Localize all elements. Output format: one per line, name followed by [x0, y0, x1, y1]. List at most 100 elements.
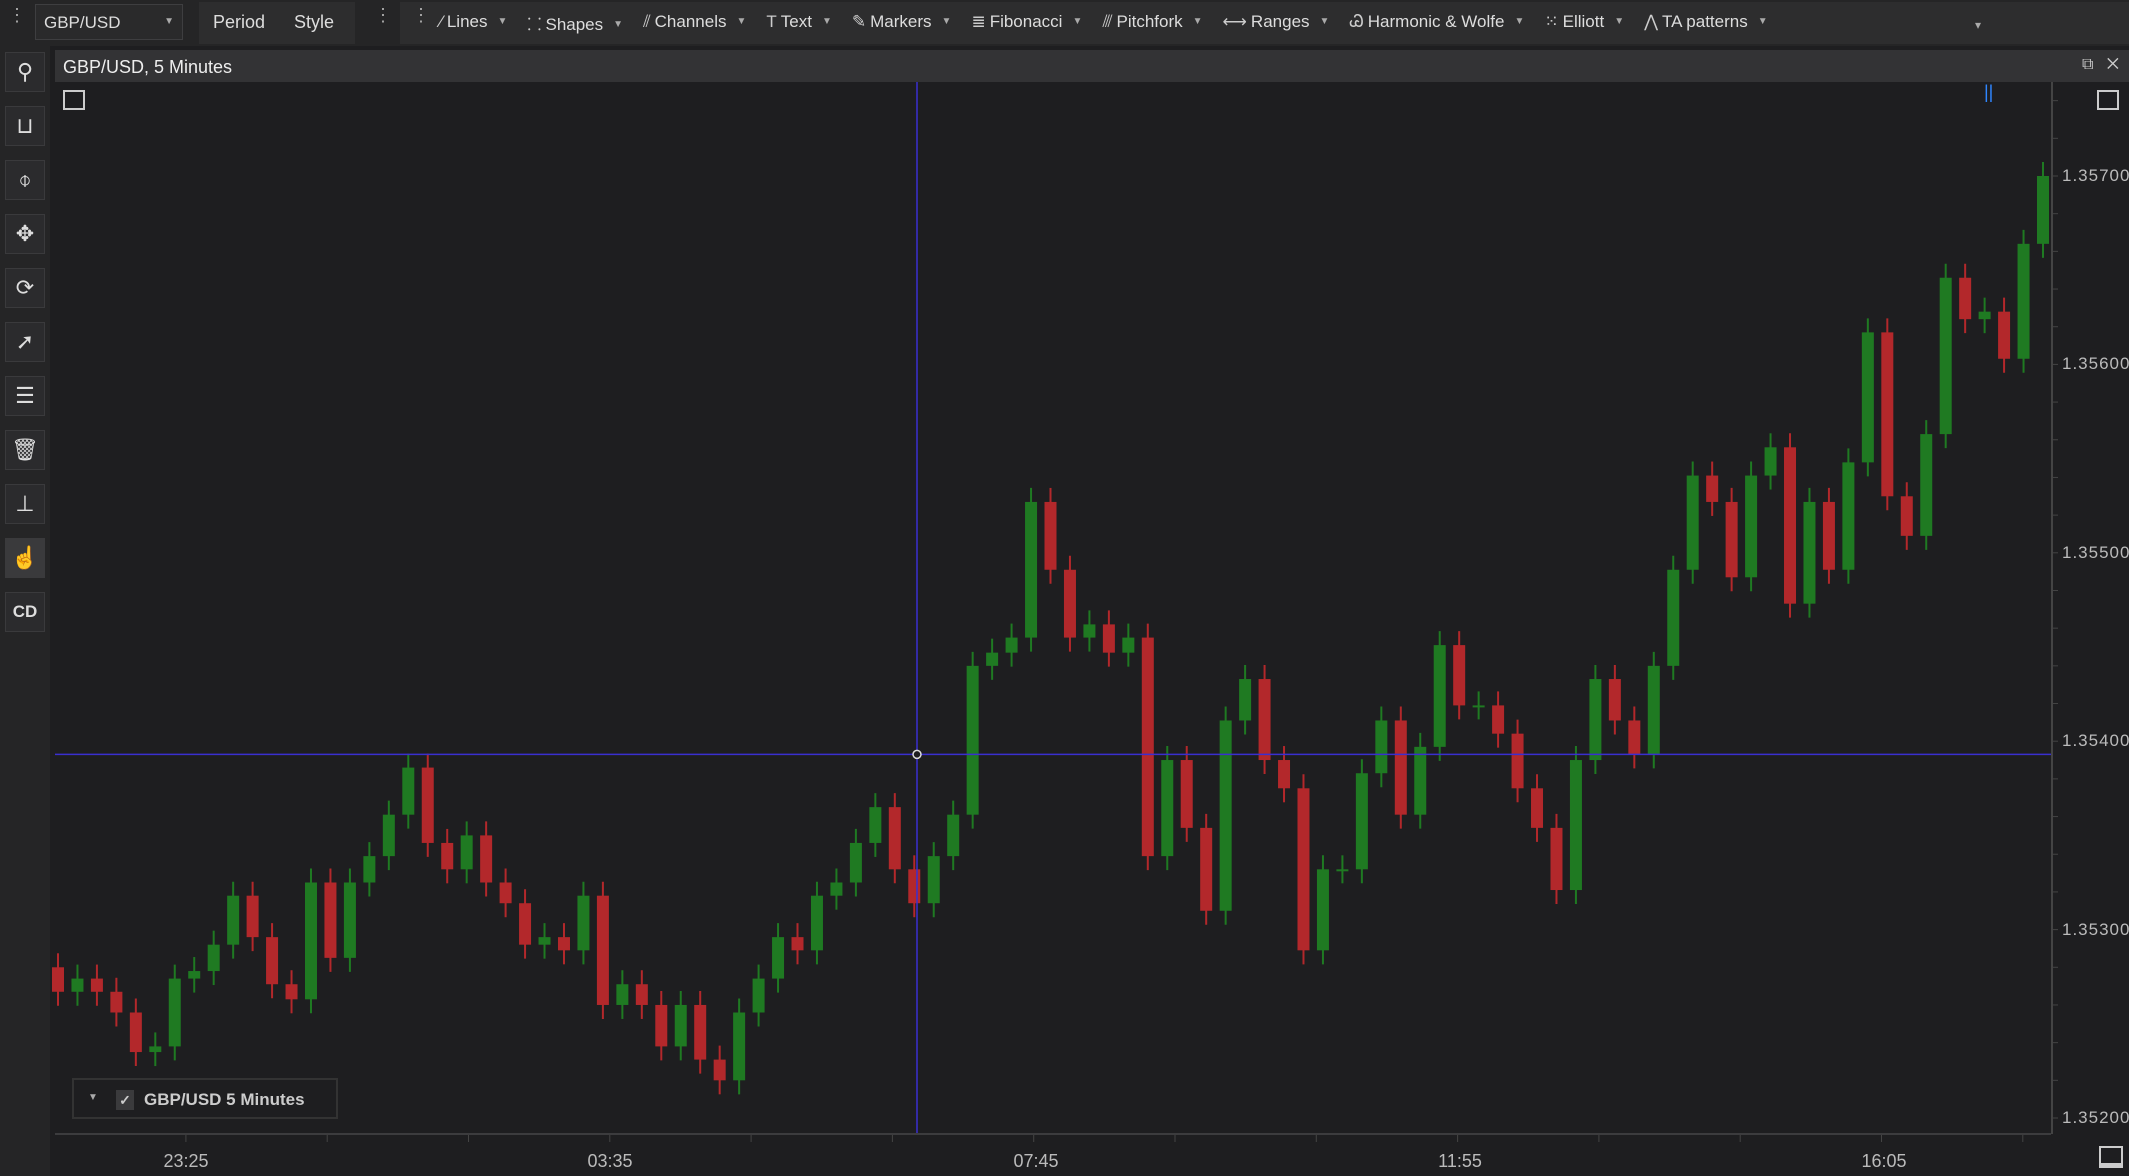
candle-body [1122, 637, 1135, 653]
tool-markers[interactable]: ✎ Markers ▼ [852, 12, 952, 36]
tool-ranges[interactable]: ⟷ Ranges ▼ [1223, 12, 1330, 36]
tool-pitchfork[interactable]: ⫻ Pitchfork ▼ [1102, 12, 1202, 36]
close-icon[interactable]: ✕ [2106, 56, 2119, 73]
time-axis-toggle-icon[interactable] [2099, 1146, 2123, 1168]
layers-icon[interactable]: ☰ [5, 376, 45, 416]
drawing-tools-row: ⁄ Lines ▼ ⸬ Shapes ▼ ⫽ Channels ▼ T Text ▼ ✎ Markers ▼… [440, 12, 1768, 36]
candle-body [441, 842, 454, 870]
candle-body [849, 842, 862, 883]
candle-body [1161, 760, 1174, 857]
candle-body [1822, 501, 1835, 570]
chevron-down-icon[interactable]: ▼ [613, 19, 624, 30]
chevron-down-icon[interactable]: ▼ [1319, 16, 1330, 27]
panel-toggle-icon[interactable] [63, 90, 85, 110]
chart-title-bar: GBP/USD, 5 Minutes ⧉ ✕ [55, 50, 2129, 82]
tool-elliott[interactable]: ⁙ Elliott ▼ [1544, 12, 1624, 36]
candle-body [1200, 827, 1213, 911]
tool-text[interactable]: T Text ▼ [766, 12, 831, 36]
price-tick-label: 1.35600 [2062, 354, 2129, 374]
candle-body [285, 984, 298, 1000]
chevron-down-icon[interactable]: ▼ [497, 16, 508, 27]
chevron-down-icon[interactable]: ▼ [1072, 16, 1083, 27]
refresh-icon[interactable]: ⟳ [5, 268, 45, 308]
tool-ta-patterns[interactable]: ⋀ TA patterns ▼ [1644, 12, 1768, 36]
scroll-marker-icon[interactable]: || [1984, 82, 1994, 102]
tool-label: Fibonacci [989, 12, 1063, 31]
chevron-down-icon[interactable]: ▼ [1757, 16, 1768, 27]
candle-body [1005, 637, 1018, 653]
candle-body [1803, 501, 1816, 604]
price-tick-label: 1.35300 [2062, 919, 2129, 939]
channels-icon: ⫽ [643, 12, 651, 31]
collapse-caret-icon[interactable]: ▼ [88, 1092, 98, 1103]
candle-body [791, 937, 804, 951]
period-button[interactable]: Period [213, 12, 266, 32]
candle-body [1219, 720, 1232, 911]
zoom-search-icon[interactable]: ⚲ [5, 52, 45, 92]
chevron-down-icon[interactable]: ▼ [821, 16, 832, 27]
candle-body [324, 882, 337, 958]
candle-body [888, 807, 901, 870]
tool-fibonacci[interactable]: ≣ Fibonacci ▼ [971, 12, 1082, 36]
candle-body [1278, 760, 1291, 789]
candle-body [1667, 569, 1680, 666]
trash-icon[interactable]: 🗑 [5, 430, 45, 470]
time-tick-label: 07:45 [1013, 1151, 1059, 1171]
candle-body [947, 814, 960, 857]
candle-body [596, 895, 609, 1005]
horizontal-line-icon[interactable]: ⊥ [5, 484, 45, 524]
candle-body [908, 869, 921, 904]
price-tick-label: 1.35700 [2062, 166, 2129, 185]
pan-icon[interactable]: ✥ [5, 214, 45, 254]
chevron-down-icon[interactable]: ▼ [736, 16, 747, 27]
tool-label: Pitchfork [1116, 12, 1183, 31]
candle-body [557, 937, 570, 951]
crosshair-point [912, 749, 922, 760]
candle-body [1180, 760, 1193, 828]
harmonic-icon: Ꮚ [1349, 12, 1364, 31]
candle-body [168, 978, 181, 1047]
axis-icon[interactable]: ⊔ [5, 106, 45, 146]
cd-button[interactable]: CD [5, 592, 45, 632]
tool-shapes[interactable]: ⸬ Shapes ▼ [527, 12, 623, 36]
left-sidebar: ⚲ ⊔ ⌽ ✥ ⟳ ➚ ☰ 🗑 ⊥ ☝ CD [0, 46, 50, 1176]
candle-body [1433, 645, 1446, 747]
tool-label: Elliott [1562, 12, 1605, 31]
mouse-icon[interactable]: ⌽ [5, 160, 45, 200]
candle-body [1589, 679, 1602, 761]
candle-body [90, 978, 103, 992]
text-icon: T [766, 12, 777, 31]
candle-body [752, 978, 765, 1013]
overflow-icon[interactable]: ▾ [1975, 18, 1982, 32]
candle-body [1628, 720, 1641, 755]
candle-body [382, 814, 395, 857]
tool-harmonic-wolfe[interactable]: Ꮚ Harmonic & Wolfe ▼ [1349, 12, 1524, 36]
candle-body [1569, 760, 1582, 891]
candle-body [1784, 447, 1797, 604]
chevron-down-icon[interactable]: ▼ [941, 16, 952, 27]
price-axis-toggle-icon[interactable] [2097, 90, 2119, 110]
chevron-down-icon[interactable]: ▼ [1192, 16, 1203, 27]
candle-body [402, 767, 415, 815]
candle-body [1492, 705, 1505, 734]
marker-icon: ✎ [851, 12, 867, 31]
candle-body [810, 895, 823, 951]
candle-body [1647, 665, 1660, 755]
chevron-down-icon[interactable]: ▼ [1514, 16, 1525, 27]
cursor-icon[interactable]: ➚ [5, 322, 45, 362]
candle-body [480, 835, 493, 883]
series-visibility-checkbox[interactable]: ✓ [116, 1090, 134, 1110]
candle-body [1531, 788, 1544, 828]
symbol-dropdown[interactable]: GBP/USD ▼ [35, 4, 183, 40]
restore-icon[interactable]: ⧉ [2082, 56, 2094, 73]
candle-body [830, 882, 843, 896]
tool-channels[interactable]: ⫽ Channels ▼ [643, 12, 746, 36]
chevron-down-icon[interactable]: ▼ [1614, 16, 1625, 27]
tool-lines[interactable]: ⁄ Lines ▼ [440, 12, 507, 36]
hand-touch-icon[interactable]: ☝ [5, 538, 45, 578]
candle-body [1764, 447, 1777, 476]
candle-body [635, 984, 648, 1005]
style-button[interactable]: Style [294, 12, 335, 32]
price-tick-label: 1.35200 [2062, 1108, 2129, 1127]
